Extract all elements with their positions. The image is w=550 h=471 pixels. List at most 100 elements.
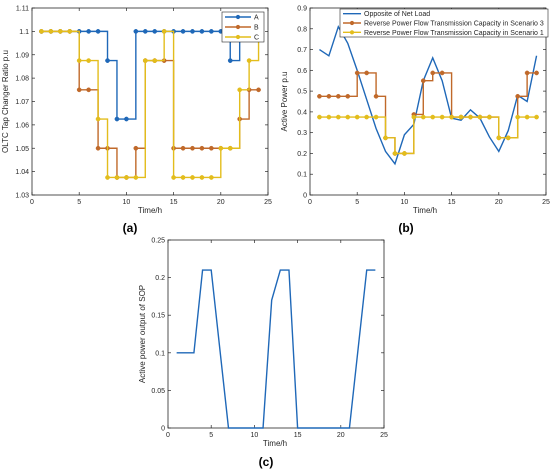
legend-label: Reverse Power Flow Transmission Capacity… <box>364 21 544 28</box>
data-point <box>199 145 205 151</box>
legend-item: B <box>225 25 259 32</box>
panel-label: (c) <box>259 455 274 469</box>
data-point <box>345 93 351 99</box>
legend-swatch-marker <box>349 20 355 26</box>
legend: Opposite of Net Load Reverse Power Flow T… <box>339 8 549 38</box>
y-tick-label: 0.6 <box>297 68 307 75</box>
data-point <box>335 114 341 120</box>
chart-a: 0 5 10 15 20 25 1.03 1.04 1.05 1.06 1.07 1.08 1.09 1.… <box>1 6 272 236</box>
y-tick-label: 0.3 <box>297 130 307 137</box>
data-point <box>39 29 44 34</box>
data-point <box>199 175 205 180</box>
legend-item: Reverse Power Flow Transmission Capacity… <box>343 21 544 28</box>
y-tick-label: 0.1 <box>297 172 307 179</box>
x-tick-label: 10 <box>251 432 259 439</box>
y-tick-label: 0.5 <box>297 89 307 96</box>
legend-label: A <box>254 15 259 22</box>
x-tick-label: 10 <box>401 199 409 206</box>
y-tick-label: 1.07 <box>15 99 29 106</box>
y-tick-label: 1.04 <box>15 169 29 176</box>
data-point <box>373 93 379 99</box>
data-point <box>218 145 224 151</box>
data-point <box>430 114 436 120</box>
data-point <box>105 58 110 63</box>
data-point <box>152 29 158 34</box>
y-tick-label: 1.11 <box>16 6 29 13</box>
data-point <box>133 145 139 151</box>
data-point <box>237 87 243 93</box>
x-tick-label: 0 <box>308 199 312 206</box>
legend-item: Reverse Power Flow Transmission Capacity… <box>343 30 544 37</box>
x-tick-label: 20 <box>495 199 503 206</box>
y-tick-label: 1.06 <box>15 122 29 129</box>
series-reverse-power-flow-transmission-capacity-in-scenario-1 <box>317 114 539 156</box>
data-point <box>430 70 436 76</box>
data-point <box>420 114 426 120</box>
data-point <box>373 114 379 120</box>
y-tick-label: 0.05 <box>151 388 165 395</box>
data-point <box>534 114 539 120</box>
legend-swatch-marker <box>235 24 241 30</box>
y-tick-label: 1.09 <box>15 52 29 59</box>
y-axis-label: OLTC Tap Changer Ratio p.u <box>1 50 10 153</box>
data-point <box>439 114 445 120</box>
chart-c: 0 5 10 15 20 25 0 0.05 0.1 0.15 0.2 0.25 Time/h Activ… <box>138 238 388 470</box>
series-line <box>319 24 538 166</box>
data-point <box>190 145 195 151</box>
data-point <box>114 175 120 180</box>
legend-label: Opposite of Net Load <box>364 11 430 18</box>
data-point <box>86 87 91 93</box>
x-tick-label: 15 <box>448 199 456 206</box>
legend-item: Opposite of Net Load <box>343 11 430 18</box>
data-point <box>86 58 91 63</box>
data-point <box>458 114 464 120</box>
data-point <box>161 29 167 34</box>
data-point <box>227 58 233 63</box>
x-tick-label: 15 <box>294 432 302 439</box>
data-point <box>477 114 483 120</box>
data-point <box>180 29 186 34</box>
legend-label: B <box>254 25 259 32</box>
data-point <box>180 175 186 180</box>
data-point <box>246 58 252 63</box>
data-point <box>515 114 521 120</box>
data-point <box>411 114 417 120</box>
data-point <box>402 151 407 156</box>
legend-item: C <box>225 35 259 42</box>
y-tick-label: 1.1 <box>19 29 29 36</box>
data-point <box>86 29 91 34</box>
data-point <box>420 78 426 84</box>
y-tick-label: 0.25 <box>151 238 165 245</box>
x-axis-label: Time/h <box>413 206 437 215</box>
y-tick-label: 0 <box>161 426 165 433</box>
data-point <box>487 114 492 120</box>
data-point <box>317 114 322 120</box>
data-point <box>133 175 139 180</box>
data-point <box>364 70 369 76</box>
panel-label: (b) <box>398 221 413 235</box>
x-tick-label: 25 <box>264 199 272 206</box>
data-point <box>209 175 214 180</box>
data-point <box>534 70 539 76</box>
data-point <box>256 87 261 93</box>
data-point <box>114 116 120 122</box>
legend-swatch-marker <box>349 30 355 35</box>
data-point <box>354 70 360 76</box>
plot-area <box>167 239 385 429</box>
legend-label: C <box>254 35 259 42</box>
data-point <box>124 175 129 180</box>
plot-area <box>309 7 547 196</box>
data-point <box>199 29 205 34</box>
legend-item: A <box>225 15 259 22</box>
series-opposite-of-net-load <box>319 24 538 166</box>
panel-label: (a) <box>123 221 138 235</box>
y-tick-label: 0.8 <box>297 26 307 33</box>
data-point <box>335 93 341 99</box>
y-tick-label: 0.4 <box>297 109 307 116</box>
data-point <box>209 29 214 34</box>
y-tick-label: 1.08 <box>15 76 29 83</box>
data-point <box>48 29 54 34</box>
data-point <box>392 151 398 156</box>
legend-swatch-marker <box>235 14 241 20</box>
